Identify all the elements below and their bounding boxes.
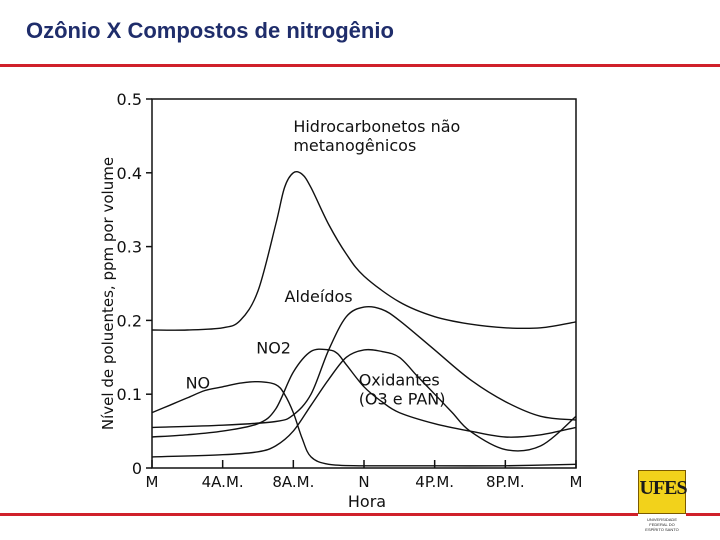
slide-title: Ozônio X Compostos de nitrogênio: [26, 18, 394, 43]
series-line-3: [151, 380, 577, 467]
y-tick-label: 0.5: [117, 90, 142, 109]
logo-text: UFES: [639, 477, 687, 499]
series-label-3: NO: [186, 373, 211, 392]
series-label-0: Hidrocarbonetos não: [293, 117, 460, 136]
series-line-1: [151, 305, 577, 429]
x-tick-label: M: [146, 473, 159, 491]
y-axis-title: Nível de poluentes, ppm por volume: [99, 157, 117, 430]
y-axis: 0 0.1 0.2 0.3 0.4 0.5: [117, 90, 152, 478]
series-label-2: NO2: [256, 339, 291, 358]
y-tick-label: 0: [132, 459, 142, 478]
title-divider: [0, 64, 720, 67]
series-line-0: [151, 170, 577, 331]
x-tick-label: M: [570, 473, 583, 491]
series-line-4: [151, 348, 577, 458]
logo-caption-line: UNIVERSIDADE: [646, 517, 677, 522]
x-tick-label: 8A.M.: [272, 473, 314, 491]
series-label-4: Oxidantes: [359, 370, 440, 389]
x-axis: M 4A.M. 8A.M. N 4P.M. 8P.M. M: [146, 460, 583, 491]
series-label-1: Aldeídos: [285, 287, 353, 306]
logo-emblem: UFES: [638, 470, 688, 514]
series-label-4: (O3 e PAN): [359, 389, 446, 408]
series-layer: [151, 170, 577, 467]
x-tick-label: 4P.M.: [415, 473, 454, 491]
logo-caption-line: ESPÍRITO SANTO: [645, 527, 679, 532]
x-tick-label: 8P.M.: [486, 473, 525, 491]
y-tick-label: 0.1: [117, 385, 142, 404]
series-line-2: [151, 348, 577, 438]
logo-caption: UNIVERSIDADE FEDERAL DO ESPÍRITO SANTO: [640, 517, 684, 532]
ufes-logo: UFES UNIVERSIDADE FEDERAL DO ESPÍRITO SA…: [638, 470, 688, 538]
y-tick-label: 0.2: [117, 311, 142, 330]
x-tick-label: N: [358, 473, 369, 491]
footer-divider: [0, 513, 720, 516]
logo-caption-line: FEDERAL DO: [649, 522, 675, 527]
x-axis-title: Hora: [348, 492, 386, 511]
x-tick-label: 4A.M.: [202, 473, 244, 491]
series-label-0: metanogênicos: [293, 136, 416, 155]
y-tick-label: 0.4: [117, 164, 142, 183]
y-tick-label: 0.3: [117, 238, 142, 257]
